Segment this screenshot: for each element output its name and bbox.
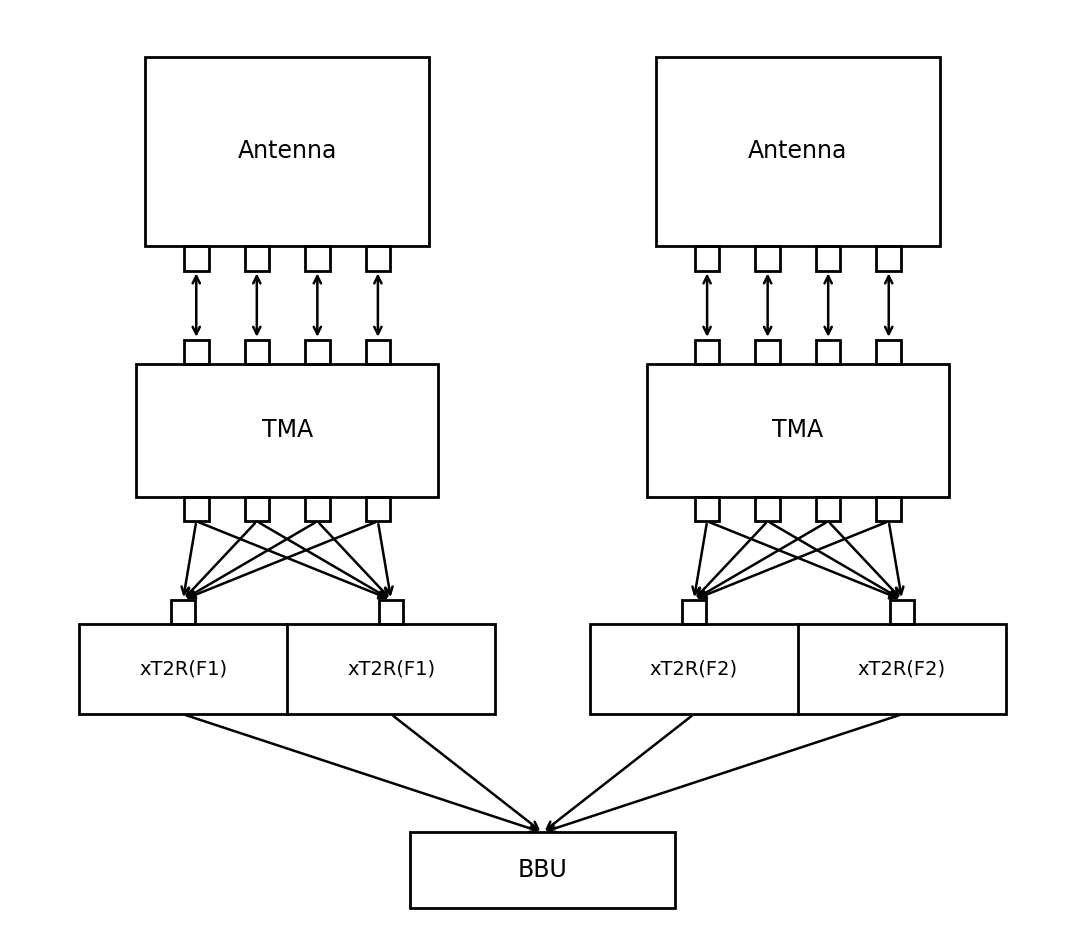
- Text: TMA: TMA: [261, 418, 312, 443]
- Text: xT2R(F2): xT2R(F2): [650, 659, 738, 679]
- Text: TMA: TMA: [773, 418, 824, 443]
- Text: Antenna: Antenna: [238, 139, 336, 164]
- Text: xT2R(F2): xT2R(F2): [858, 659, 946, 679]
- Text: xT2R(F1): xT2R(F1): [139, 659, 227, 679]
- Text: xT2R(F1): xT2R(F1): [347, 659, 435, 679]
- Text: Antenna: Antenna: [749, 139, 847, 164]
- Text: BBU: BBU: [518, 858, 567, 883]
